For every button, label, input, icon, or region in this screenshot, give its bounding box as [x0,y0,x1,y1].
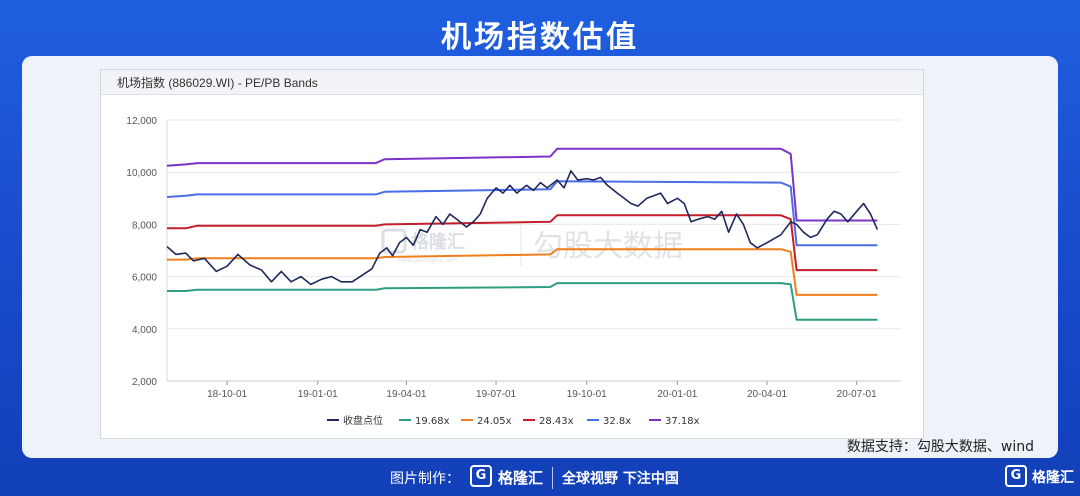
chart-title: 机场指数 (886029.WI) - PE/PB Bands [117,76,318,90]
page-title: 机场指数估值 [441,20,639,55]
x-tick-label: 20-04-01 [747,389,787,400]
series-line [166,147,878,222]
series-line [167,282,878,321]
data-source-note: 数据支持：勾股大数据、wind [846,439,1034,455]
chart-plot: 格隆汇 www.gelonghui.com 勾股大数据 2,000 4,000 6,… [126,116,901,427]
y-tick-label: 2,000 [132,377,157,388]
series-line [167,248,878,296]
legend-label: 28.43x [539,416,574,427]
chart-series [166,147,879,321]
footer: 图片制作： G 格隆汇 全球视野 下注中国 G 格隆汇 [0,460,1080,496]
corner-brand: 格隆汇 [1032,470,1074,486]
watermark-url: www.gelonghui.com [397,257,458,264]
series-line [166,180,878,247]
legend-label: 32.8x [603,416,631,427]
x-tick-label: 19-04-01 [386,389,426,400]
legend-label: 37.18x [665,416,700,427]
footer-slogan: 全球视野 下注中国 [562,471,679,487]
legend-label: 24.05x [477,416,512,427]
series-line [167,214,878,272]
chart-header: 机场指数 (886029.WI) - PE/PB Bands [101,70,923,95]
x-tick-label: 20-01-01 [657,389,697,400]
watermark: 格隆汇 www.gelonghui.com 勾股大数据 [381,224,683,266]
footer-made-by: 图片制作： [390,471,460,487]
y-tick-label: 6,000 [132,273,157,284]
y-tick-label: 8,000 [132,220,157,231]
y-tick-label: 12,000 [126,116,157,127]
watermark-product: 勾股大数据 [533,229,683,264]
legend-label: 收盘点位 [343,414,383,427]
chart-panel: 机场指数 (886029.WI) - PE/PB Bands 格隆汇 www.g… [100,69,924,439]
x-tick-label: 20-07-01 [837,389,877,400]
chart-legend: 收盘点位 19.68x 24.05x 28.43x 32.8x 37.18x [327,414,700,427]
y-tick-label: 4,000 [132,325,157,336]
x-tick-label: 18-10-01 [207,389,247,400]
watermark-brand: 格隆汇 [411,231,465,253]
chart-axes: 2,000 4,000 6,000 8,000 10,000 12,000 18-10-01… [126,116,901,400]
x-tick-label: 19-01-01 [298,389,338,400]
x-tick-label: 19-07-01 [476,389,516,400]
footer-brand: 格隆汇 [498,469,544,487]
footer-divider [552,467,553,489]
series-line [166,170,879,286]
x-tick-label: 19-10-01 [567,389,607,400]
legend-label: 19.68x [415,416,450,427]
corner-logo-icon: G [1005,465,1027,487]
gelonghui-logo-icon: G [470,465,492,487]
y-tick-label: 10,000 [126,168,157,179]
